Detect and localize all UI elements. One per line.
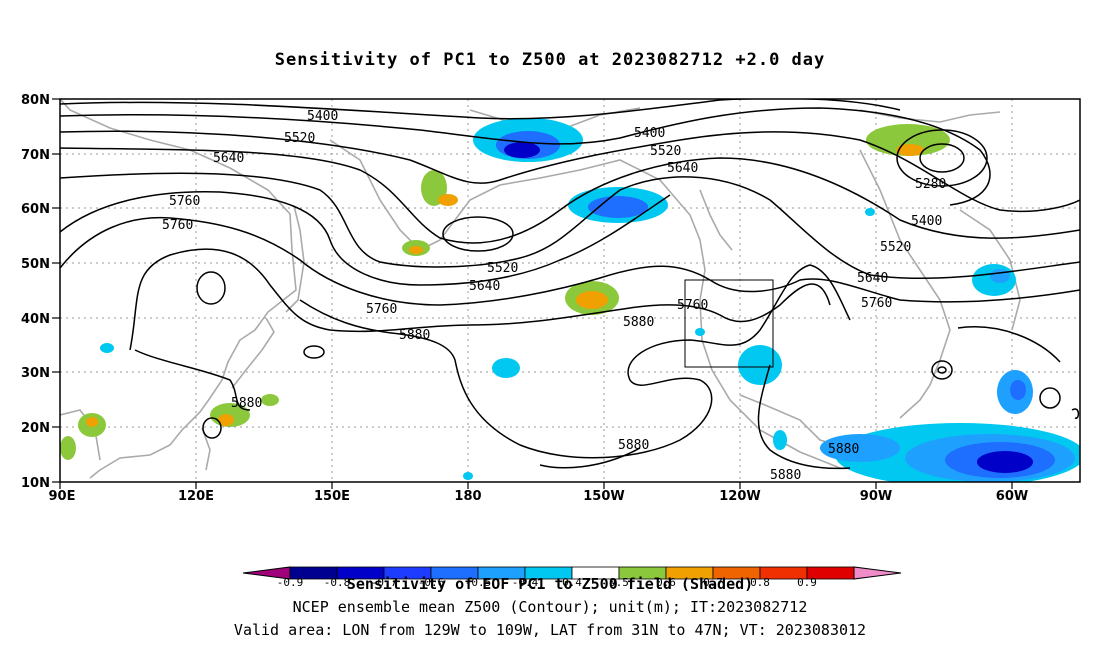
plot-area: 5400 5520 5640 5760 5760 5400 5520 5640 … [60,99,1080,483]
colorbar-label: -0.8 [324,576,351,589]
contour-label: 5880 [231,396,262,411]
lat-label: 80N [21,93,50,108]
lat-label: 30N [21,366,50,381]
height-contours [60,99,1080,470]
contour-label: 5640 [667,161,698,176]
contour-label: 5520 [650,144,681,159]
contour-label: 5640 [213,151,244,166]
shade-blob-negative [990,269,1010,283]
colorbar-label: -0.5 [465,576,492,589]
colorbar-label: 0.8 [750,576,770,589]
shade-blob-negative [738,345,782,385]
lon-label: 150W [583,489,624,504]
colorbar: -0.9 -0.8 -0.7 -0.6 -0.5 -0.4 0.4 0.5 0.… [242,566,902,589]
caption-contour: NCEP ensemble mean Z500 (Contour); unit(… [292,598,808,616]
lat-label: 50N [21,257,50,272]
lon-label: 180 [454,489,481,504]
shade-blob-positive [576,291,608,309]
colorbar-label: 0.4 [562,576,582,589]
colorbar-end-high [853,566,902,580]
shade-blob-positive [261,394,279,406]
lat-labels: 80N 70N 60N 50N 40N 30N 20N 10N [21,93,50,491]
shade-blob-negative [695,328,705,336]
colorbar-swatches [242,566,902,580]
lat-label: 20N [21,421,50,436]
colorbar-label: 0.7 [703,576,723,589]
contour-label: 5400 [307,109,338,124]
contour-label: 5880 [623,315,654,330]
colorbar-label: -0.7 [371,576,398,589]
colorbar-label: -0.9 [277,576,304,589]
contour-label: 5880 [828,442,859,457]
contour-label: 5520 [880,240,911,255]
shade-blob-positive [896,144,924,156]
lat-label: 40N [21,312,50,327]
lon-label: 120W [719,489,760,504]
contour-labels: 5400 5520 5640 5760 5760 5400 5520 5640 … [162,109,946,483]
lon-label: 90W [860,489,892,504]
shade-blob-negative [504,142,540,158]
shade-blob-positive [60,436,76,460]
lon-label: 120E [178,489,214,504]
shade-blob-negative [977,451,1033,473]
lon-label: 150E [314,489,350,504]
valid-area-box [684,279,774,368]
lat-label: 60N [21,202,50,217]
contour-label: 5760 [677,298,708,313]
contour-label: 5760 [366,302,397,317]
lon-label: 90E [49,489,76,504]
shade-blob-negative [773,430,787,450]
contour-label: 5760 [861,296,892,311]
closed-contours [196,129,1080,439]
shade-blob-negative [463,472,473,480]
colorbar-label: 0.5 [609,576,629,589]
chart-title: Sensitivity of PC1 to Z500 at 2023082712… [274,50,826,70]
shade-blob-negative [100,343,114,353]
contour-label: 5400 [634,126,665,141]
axis-ticks [52,98,1013,489]
contour-label: 5520 [487,261,518,276]
contour-label: 5280 [915,177,946,192]
contour-label: 5760 [162,218,193,233]
lat-label: 70N [21,148,50,163]
colorbar-label: 0.9 [797,576,817,589]
lon-label: 60W [996,489,1028,504]
contour-label: 5880 [770,468,801,483]
shade-blob-positive [86,417,98,427]
plot-frame [59,98,1081,483]
shade-blob-negative [492,358,520,378]
lat-label: 10N [21,476,50,491]
shade-blob-negative [865,208,875,216]
shade-blob-negative [588,196,648,218]
colorbar-labels: -0.9 -0.8 -0.7 -0.6 -0.5 -0.4 0.4 0.5 0.… [277,576,817,589]
contour-label: 5760 [169,194,200,209]
shade-blob-negative [820,434,900,462]
shade-blob-negative [1010,380,1026,400]
contour-label: 5400 [911,214,942,229]
colorbar-label: -0.6 [418,576,445,589]
contour-label: 5520 [284,131,315,146]
shade-blob-positive [409,246,423,254]
caption-valid-area: Valid area: LON from 129W to 109W, LAT f… [233,621,867,639]
colorbar-label: 0.6 [656,576,676,589]
shade-blob-positive [218,414,234,426]
contour-label: 5640 [469,279,500,294]
contour-label: 5880 [399,328,430,343]
sensitivity-shading [60,118,1080,482]
colorbar-label: -0.4 [512,576,539,589]
contour-label: 5880 [618,438,649,453]
lon-labels: 90E 120E 150E 180 150W 120W 90W 60W [49,489,1029,504]
contour-label: 5640 [857,271,888,286]
caption-shaded: Sensitivity of EOF PC1 to Z500 field (Sh… [346,575,754,593]
shade-blob-positive [438,194,458,206]
